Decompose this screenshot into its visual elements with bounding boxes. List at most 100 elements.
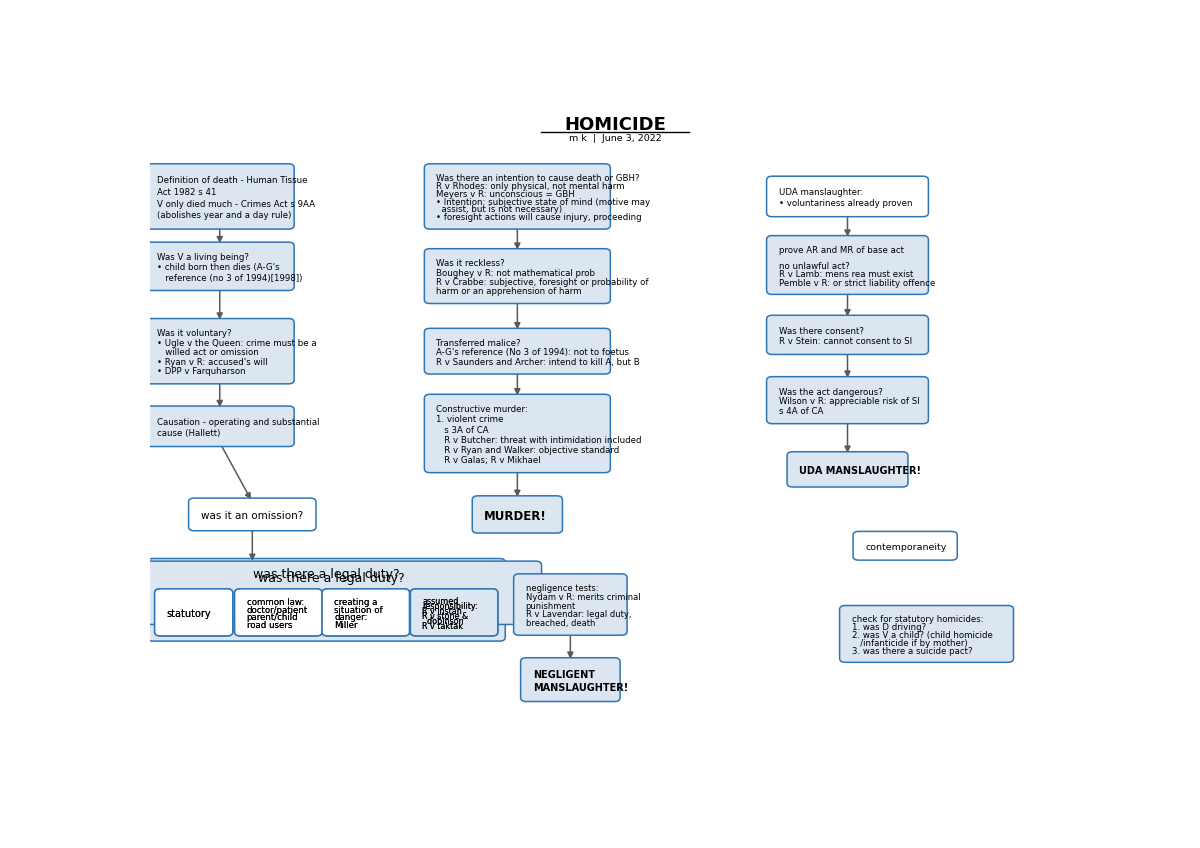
Text: Wilson v R: appreciable risk of SI: Wilson v R: appreciable risk of SI [779,398,919,406]
Text: assumed: assumed [422,597,458,606]
Text: • voluntariness already proven: • voluntariness already proven [779,199,912,209]
FancyBboxPatch shape [767,236,929,294]
Text: (abolishes year and a day rule): (abolishes year and a day rule) [157,211,292,220]
Text: s 4A of CA: s 4A of CA [779,407,823,416]
Text: Nydam v R: merits criminal: Nydam v R: merits criminal [526,593,641,602]
FancyBboxPatch shape [188,498,316,531]
FancyBboxPatch shape [322,589,409,636]
Text: Was there an intention to cause death or GBH?: Was there an intention to cause death or… [437,174,640,182]
FancyBboxPatch shape [145,319,294,384]
Text: Act 1982 s 41: Act 1982 s 41 [157,187,217,197]
Text: R v Galas; R v Mikhael: R v Galas; R v Mikhael [437,456,541,465]
Text: Pemble v R: or strict liability offence: Pemble v R: or strict liability offence [779,279,935,287]
Text: parent/child: parent/child [247,613,299,622]
FancyBboxPatch shape [787,452,908,487]
FancyBboxPatch shape [410,589,498,636]
FancyBboxPatch shape [322,589,409,636]
FancyBboxPatch shape [145,406,294,447]
Text: MURDER!: MURDER! [485,510,547,522]
Text: willed act or omission: willed act or omission [157,349,259,357]
Text: 1. violent crime: 1. violent crime [437,416,504,424]
FancyBboxPatch shape [767,315,929,354]
Text: responsibility:: responsibility: [422,602,478,611]
FancyBboxPatch shape [235,589,322,636]
FancyBboxPatch shape [410,589,498,636]
FancyBboxPatch shape [767,176,929,217]
Text: Definition of death - Human Tissue: Definition of death - Human Tissue [157,176,308,185]
FancyBboxPatch shape [425,164,611,229]
Text: 3. was there a suicide pact?: 3. was there a suicide pact? [852,647,972,656]
Text: breached, death: breached, death [526,619,595,628]
Text: /infanticide if by mother): /infanticide if by mother) [852,639,967,648]
Text: Miller: Miller [334,621,358,629]
Text: R v Instan: R v Instan [422,607,462,616]
Text: R v taktak: R v taktak [422,622,463,631]
Text: NEGLIGENT: NEGLIGENT [533,670,595,680]
Text: R v stone &: R v stone & [422,612,469,621]
Text: R v Rhodes: only physical, not mental harm: R v Rhodes: only physical, not mental ha… [437,181,625,191]
Text: R v taktak: R v taktak [422,622,463,631]
Text: • child born then dies (A-G's: • child born then dies (A-G's [157,264,280,272]
Text: harm or an apprehension of harm: harm or an apprehension of harm [437,287,582,296]
Text: • Ryan v R: accused's will: • Ryan v R: accused's will [157,358,268,367]
FancyBboxPatch shape [155,589,233,636]
Text: R v Saunders and Archer: intend to kill A, but B: R v Saunders and Archer: intend to kill … [437,358,640,366]
FancyBboxPatch shape [521,658,620,701]
Text: R v Ryan and Walker: objective standard: R v Ryan and Walker: objective standard [437,446,619,455]
Text: contemporaneity: contemporaneity [865,543,947,552]
Text: • Ugle v the Queen: crime must be a: • Ugle v the Queen: crime must be a [157,339,317,348]
Text: • foresight actions will cause injury, proceeding: • foresight actions will cause injury, p… [437,214,642,222]
Text: m k  |  June 3, 2022: m k | June 3, 2022 [569,135,661,143]
Text: R v Crabbe: subjective, foresight or probability of: R v Crabbe: subjective, foresight or pro… [437,278,649,287]
Text: Miller: Miller [334,621,358,629]
Text: UDA MANSLAUGHTER!: UDA MANSLAUGHTER! [799,466,922,476]
Text: Boughey v R: not mathematical prob: Boughey v R: not mathematical prob [437,269,595,277]
Text: 1. was D driving?: 1. was D driving? [852,623,926,633]
Text: danger:: danger: [334,613,367,622]
Text: Was V a living being?: Was V a living being? [157,254,250,262]
Text: was there a legal duty?: was there a legal duty? [258,572,404,585]
FancyBboxPatch shape [425,248,611,304]
FancyBboxPatch shape [514,574,628,635]
Text: reference (no 3 of 1994)[1998]): reference (no 3 of 1994)[1998]) [157,274,302,282]
Text: R v Lamb: mens rea must exist: R v Lamb: mens rea must exist [779,271,913,279]
Text: R v Instan: R v Instan [422,607,462,616]
Text: assumed: assumed [422,597,458,606]
Text: was there a legal duty?: was there a legal duty? [253,567,400,581]
Text: common law:: common law: [247,599,304,607]
Text: MANSLAUGHTER!: MANSLAUGHTER! [533,683,628,693]
FancyBboxPatch shape [121,561,541,624]
Text: HOMICIDE: HOMICIDE [564,115,666,134]
Text: assist, but is not necessary): assist, but is not necessary) [437,205,563,215]
FancyBboxPatch shape [145,243,294,291]
Text: Constructive murder:: Constructive murder: [437,405,528,415]
Text: statutory: statutory [167,609,211,619]
FancyBboxPatch shape [425,328,611,374]
Text: UDA manslaughter:: UDA manslaughter: [779,188,863,197]
FancyBboxPatch shape [155,589,233,636]
Text: punishment: punishment [526,602,576,611]
Text: Transferred malice?: Transferred malice? [437,339,521,348]
Text: creating a: creating a [334,599,378,607]
Text: no unlawful act?: no unlawful act? [779,262,850,271]
FancyBboxPatch shape [767,377,929,424]
Text: parent/child: parent/child [247,613,299,622]
FancyBboxPatch shape [425,394,611,472]
Text: check for statutory homicides:: check for statutory homicides: [852,616,983,624]
Text: creating a: creating a [334,599,378,607]
Text: • Intention: subjective state of mind (motive may: • Intention: subjective state of mind (m… [437,198,650,207]
FancyBboxPatch shape [473,496,563,533]
Text: situation of: situation of [334,605,383,615]
Text: road users: road users [247,621,292,629]
FancyBboxPatch shape [853,532,958,561]
Text: dobinson: dobinson [422,616,464,626]
Text: Meyers v R: unconscious = GBH: Meyers v R: unconscious = GBH [437,190,575,198]
Text: situation of: situation of [334,605,383,615]
Text: R v Lavendar: legal duty,: R v Lavendar: legal duty, [526,611,631,619]
Text: R v stone &: R v stone & [422,612,469,621]
FancyBboxPatch shape [840,605,1014,662]
Text: Was the act dangerous?: Was the act dangerous? [779,388,882,397]
Text: statutory: statutory [167,609,211,619]
Text: doctor/patient: doctor/patient [247,605,308,615]
Text: Was it reckless?: Was it reckless? [437,259,505,268]
